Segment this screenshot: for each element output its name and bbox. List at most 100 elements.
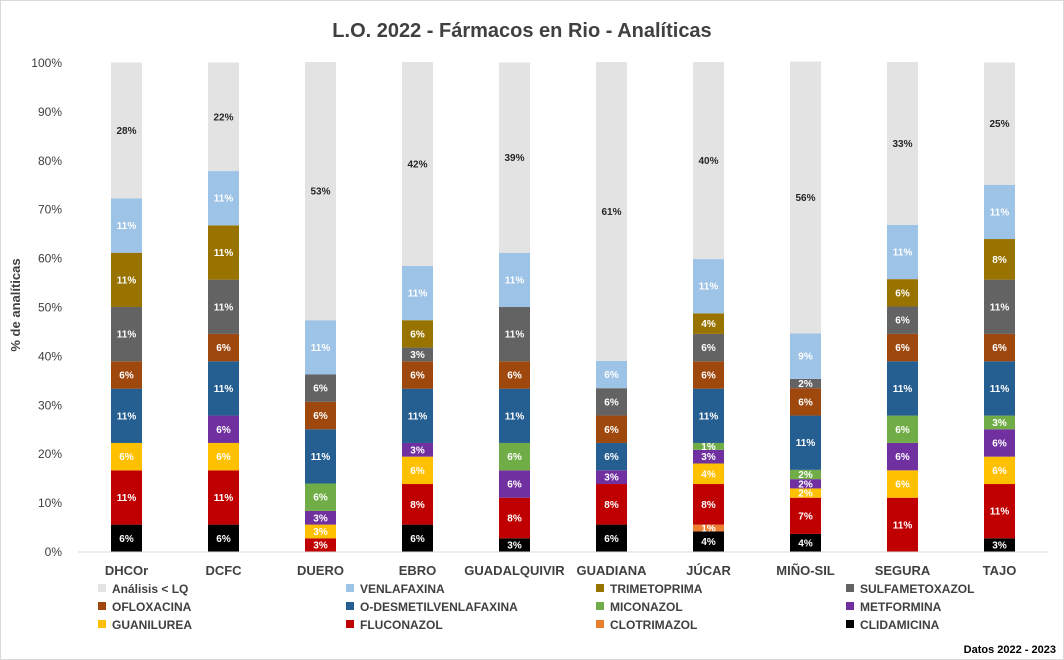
bar-segment — [790, 479, 821, 489]
legend-label: CLOTRIMAZOL — [610, 618, 697, 632]
data-label: 6% — [604, 397, 619, 408]
legend-item: CLOTRIMAZOL — [596, 618, 697, 632]
data-label: 3% — [701, 452, 716, 463]
bar-segment — [499, 361, 530, 389]
data-label: 4% — [701, 319, 716, 330]
data-label: 6% — [216, 452, 231, 463]
data-label: 7% — [798, 511, 813, 522]
data-label: 11% — [990, 507, 1010, 518]
bar-segment — [693, 531, 724, 552]
data-label: 11% — [893, 384, 913, 395]
data-label: 6% — [604, 425, 619, 436]
data-label: 42% — [407, 159, 427, 170]
legend-label: VENLAFAXINA — [360, 582, 445, 596]
chart-title: L.O. 2022 - Fármacos en Rio - Analíticas — [332, 20, 711, 42]
data-label: 40% — [698, 156, 718, 167]
data-label: 3% — [410, 445, 425, 456]
data-label: 11% — [408, 411, 428, 422]
data-label: 6% — [410, 329, 425, 340]
data-label: 6% — [507, 370, 522, 381]
data-label: 11% — [505, 330, 525, 341]
data-label: 11% — [214, 302, 234, 313]
bar-segment — [208, 524, 239, 552]
bar-segment — [596, 484, 627, 525]
legend-item: SULFAMETOXAZOL — [846, 582, 974, 596]
bar-stack: 6% 8% 6% 3% 11% 6% 3% 6% 11% 42% — [402, 62, 433, 552]
data-label: 8% — [992, 255, 1007, 266]
y-tick-label: 20% — [38, 447, 62, 461]
data-label: 3% — [992, 418, 1007, 429]
bar-segment — [499, 497, 530, 539]
data-label: 8% — [507, 514, 522, 525]
bar-segment — [111, 470, 142, 525]
data-label: 3% — [992, 541, 1007, 552]
x-tick-label: MIÑO-SIL — [776, 563, 835, 578]
data-label: 6% — [895, 316, 910, 327]
y-tick-label: 0% — [45, 545, 63, 559]
bar-segment — [111, 361, 142, 389]
bar-stack: 4%1%8%4%3%1%11%6%6%4%11%40% — [693, 62, 724, 552]
data-label: 6% — [410, 466, 425, 477]
data-label: 6% — [410, 370, 425, 381]
data-label: 11% — [117, 275, 137, 286]
data-label: 6% — [604, 534, 619, 545]
bar-segment — [984, 456, 1015, 485]
data-label: 6% — [992, 438, 1007, 449]
bar-segment — [305, 538, 336, 552]
data-label: 11% — [893, 520, 913, 531]
bar-segment — [984, 415, 1015, 430]
x-tick-label: TAJO — [983, 563, 1017, 578]
bar-segment — [596, 524, 627, 552]
data-label: 11% — [117, 411, 137, 422]
bar-segment — [790, 61, 821, 334]
legend-label: CLIDAMICINA — [860, 618, 940, 632]
bar-segment — [305, 483, 336, 511]
data-label: 11% — [214, 384, 234, 395]
bar-segment — [402, 456, 433, 485]
bar-segment — [111, 252, 142, 308]
bar-segment — [693, 484, 724, 525]
legend: Análisis < LQ VENLAFAXINA TRIMETOPRIMA SULF… — [98, 582, 974, 632]
data-label: 56% — [795, 193, 815, 204]
bar-segment — [984, 184, 1015, 240]
bar-segment — [693, 442, 724, 450]
x-tick-label: DHCOr — [105, 563, 148, 578]
legend-item: VENLAFAXINA — [346, 582, 445, 596]
bar-segment — [111, 198, 142, 253]
data-label: 6% — [992, 343, 1007, 354]
data-label: 6% — [313, 493, 328, 504]
bar-segment — [693, 524, 724, 532]
legend-item: Análisis < LQ — [98, 582, 188, 596]
data-label: 6% — [313, 384, 328, 395]
bar-stack: 3% 3% 3% 6% 11% 6% 6% 11% 53% — [305, 62, 336, 552]
data-label: 2% — [798, 379, 813, 390]
data-label: 6% — [216, 343, 231, 354]
bar-segment — [111, 524, 142, 552]
data-label: 1% — [701, 442, 716, 453]
bar-segment — [596, 470, 627, 485]
bar-segment — [499, 388, 530, 443]
y-tick-label: 80% — [38, 154, 62, 168]
legend-swatch — [346, 584, 354, 592]
bar-stack: 3% 8% 6% 6% 11% 6% 11% 11% 39% — [499, 62, 530, 552]
bar-segment — [499, 307, 530, 362]
data-label: 6% — [895, 425, 910, 436]
legend-item: FLUCONAZOL — [346, 618, 443, 632]
bar-segment — [305, 524, 336, 539]
bars-group: 6%11%6%11%6%11%11%11%28%6%11%6%6%11%6%11… — [111, 61, 1015, 552]
legend-label: TRIMETOPRIMA — [610, 582, 703, 596]
data-label: 33% — [892, 139, 912, 150]
bar-segment — [984, 333, 1015, 362]
legend-swatch — [346, 602, 354, 610]
bar-segment — [693, 62, 724, 260]
bar-segment — [790, 415, 821, 470]
bar-segment — [790, 378, 821, 389]
data-label: 6% — [216, 534, 231, 545]
data-label: 11% — [214, 493, 234, 504]
bar-stack: 6% 11% 6% 6% 11% 6% 11% 11% 11% 22% — [208, 62, 239, 552]
data-label: 6% — [507, 480, 522, 491]
data-label: 11% — [699, 282, 719, 293]
data-label: 3% — [313, 541, 328, 552]
bar-segment — [208, 470, 239, 525]
legend-swatch — [846, 602, 854, 610]
